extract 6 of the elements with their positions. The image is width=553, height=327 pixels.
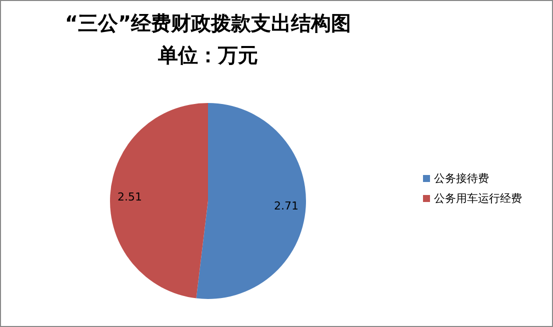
legend-label: 公务用车运行经费 [434,192,522,205]
chart-title: “三公”经费财政拨款支出结构图 [64,11,352,35]
data-label: 2.71 [274,200,299,213]
data-label: 2.51 [117,190,142,204]
legend-label: 公务接待费 [434,172,489,185]
chart-subtitle: 单位：万元 [157,43,258,67]
